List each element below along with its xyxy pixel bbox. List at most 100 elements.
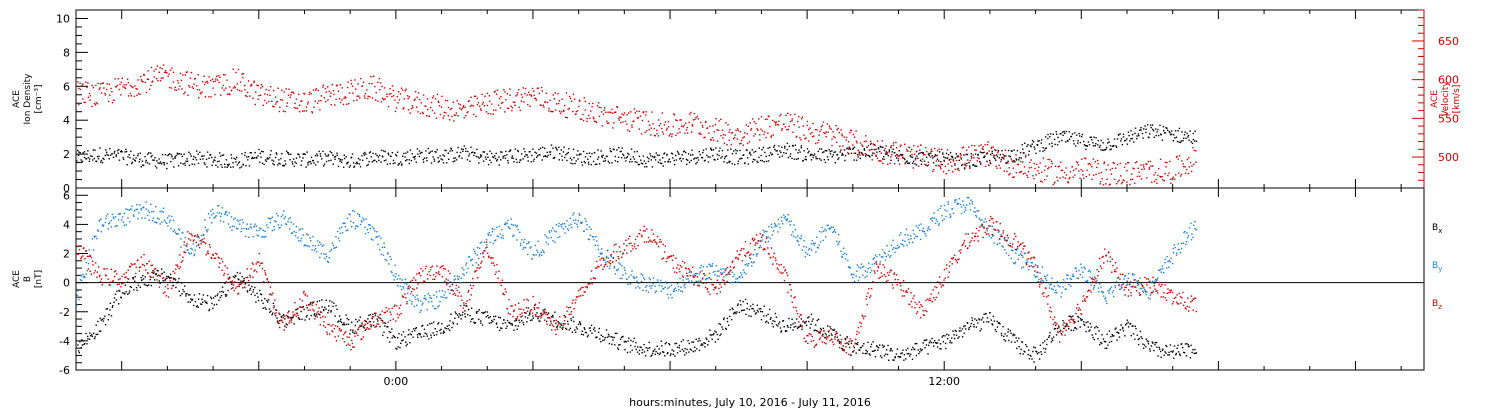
velocity-point <box>179 72 182 75</box>
by-point <box>457 278 459 281</box>
bx-point <box>1115 327 1117 329</box>
bx-point <box>1055 334 1058 336</box>
by-point <box>475 262 478 264</box>
density-point <box>113 152 116 154</box>
by-point <box>597 248 600 251</box>
density-point <box>254 151 256 154</box>
density-point <box>532 160 535 162</box>
bx-point <box>282 315 284 317</box>
by-point <box>552 227 554 229</box>
velocity-point <box>717 129 720 131</box>
density-point <box>106 151 108 153</box>
velocity-point <box>693 112 695 115</box>
by-point <box>673 290 676 292</box>
density-point <box>438 160 440 162</box>
velocity-point <box>1092 158 1094 160</box>
density-point <box>779 150 781 152</box>
velocity-point <box>1050 160 1053 162</box>
velocity-point <box>858 153 860 155</box>
density-point <box>699 153 701 156</box>
bx-point <box>961 336 964 338</box>
by-point <box>594 244 596 246</box>
velocity-point <box>1120 175 1122 177</box>
density-point <box>927 153 930 156</box>
density-point <box>1113 138 1116 140</box>
velocity-point <box>1115 183 1118 185</box>
bx-point <box>752 303 754 306</box>
by-point <box>490 234 492 237</box>
bx-point <box>127 293 129 295</box>
by-point <box>541 254 543 256</box>
density-point <box>1146 124 1149 126</box>
by-point <box>263 236 266 238</box>
bx-point <box>758 308 761 310</box>
density-point <box>810 153 812 155</box>
by-point <box>510 218 512 220</box>
density-point <box>969 165 971 167</box>
velocity-point <box>819 130 821 133</box>
bx-point <box>1016 347 1018 350</box>
velocity-point <box>342 103 345 106</box>
velocity-point <box>715 118 717 120</box>
bx-point <box>991 323 993 325</box>
density-point <box>411 153 413 155</box>
bx-point <box>439 329 441 332</box>
velocity-point <box>1044 165 1047 167</box>
velocity-point <box>542 104 544 106</box>
density-point <box>232 166 234 168</box>
velocity-point <box>654 135 656 137</box>
bx-point <box>876 346 879 348</box>
density-point <box>664 161 666 163</box>
bx-point <box>688 351 690 353</box>
density-point <box>780 151 782 154</box>
density-point <box>701 156 704 159</box>
velocity-point <box>314 100 316 102</box>
by-point <box>508 227 510 229</box>
density-point <box>774 148 776 151</box>
bx-point <box>790 324 792 326</box>
velocity-point <box>1054 165 1057 167</box>
density-point <box>367 164 369 166</box>
velocity-point <box>666 127 668 130</box>
velocity-point <box>239 81 242 83</box>
by-point <box>161 210 163 213</box>
bx-point <box>1162 348 1164 350</box>
bx-point <box>996 326 999 328</box>
by-point <box>431 300 433 303</box>
density-point <box>1062 134 1064 137</box>
velocity-point <box>265 88 267 91</box>
bx-point <box>78 352 80 354</box>
bx-point <box>204 300 206 302</box>
by-point <box>132 214 135 216</box>
bx-point <box>327 312 329 314</box>
bx-point <box>761 311 764 313</box>
velocity-point <box>767 132 769 134</box>
velocity-point <box>235 71 237 74</box>
density-point <box>572 148 575 150</box>
velocity-point <box>944 165 947 168</box>
velocity-point <box>1139 175 1141 177</box>
bx-point <box>148 284 150 286</box>
velocity-point <box>1140 178 1143 180</box>
velocity-point <box>764 118 767 121</box>
bx-point <box>594 330 596 332</box>
velocity-point <box>362 81 365 83</box>
density-point <box>832 154 834 156</box>
bx-point <box>1147 343 1150 345</box>
density-point <box>777 153 779 156</box>
bx-point <box>324 306 326 309</box>
by-point <box>577 219 579 222</box>
bx-point <box>1160 350 1162 353</box>
bx-point <box>283 314 285 316</box>
by-point <box>221 207 224 209</box>
velocity-point <box>600 106 602 109</box>
velocity-point <box>545 92 548 94</box>
density-point <box>618 147 620 149</box>
bx-point <box>243 279 245 282</box>
density-point <box>100 161 102 163</box>
velocity-point <box>445 112 447 114</box>
density-point <box>418 155 420 158</box>
bx-point <box>1015 337 1017 339</box>
by-point <box>253 225 255 228</box>
bx-point <box>1050 341 1052 343</box>
